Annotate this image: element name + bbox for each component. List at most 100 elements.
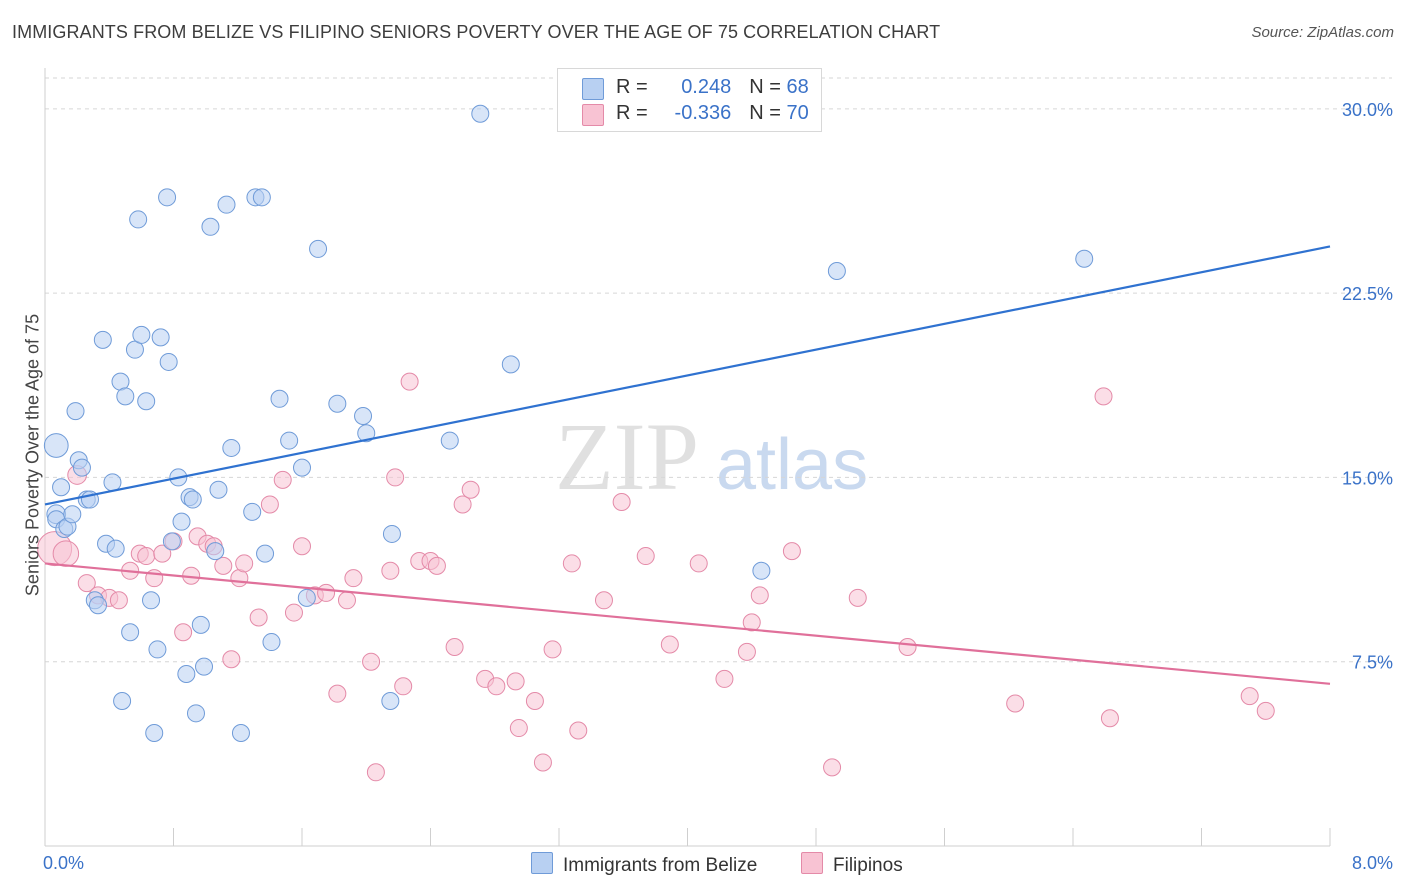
belize-point	[293, 458, 311, 477]
filipino-n-value: 70	[786, 102, 809, 124]
belize-point	[159, 352, 178, 371]
filipino-point	[381, 561, 400, 580]
belize-point	[270, 389, 289, 408]
trend-lines	[44, 245, 1331, 685]
filipino-point	[525, 692, 544, 711]
belize-point	[162, 532, 181, 551]
belize-point	[177, 665, 196, 683]
filipino-point	[715, 669, 734, 688]
y-tick-label: 22.5%	[1342, 284, 1393, 304]
filipino-point	[214, 556, 233, 575]
belize-point	[222, 438, 241, 457]
belize-r-label: R =	[616, 76, 654, 98]
filipino-point	[660, 635, 679, 654]
belize-point	[129, 210, 148, 229]
filipino-point	[453, 495, 472, 514]
belize-point	[471, 104, 490, 123]
belize-point	[1075, 249, 1094, 268]
belize-r-value: 0.248	[681, 76, 732, 98]
filipino-swatch	[582, 104, 604, 126]
y-axis-label: Seniors Poverty Over the Age of 75	[22, 313, 43, 597]
filipino-point	[337, 591, 356, 610]
filipino-point	[328, 684, 347, 703]
filipino-point	[742, 613, 761, 632]
filipino-point	[222, 650, 241, 669]
belize-point	[43, 433, 69, 458]
tick-labels: 7.5% 15.0% 22.5% 30.0% 0.0% 8.0%	[43, 100, 1393, 873]
belize-point	[132, 325, 151, 344]
belize-point	[106, 539, 125, 558]
belize-point	[252, 188, 271, 207]
belize-point	[151, 328, 170, 347]
belize-point	[103, 473, 122, 492]
bottom-filipino-label: Filipinos	[833, 855, 903, 876]
y-tick-label: 7.5%	[1352, 653, 1393, 673]
belize-point	[142, 591, 161, 610]
belize-point	[72, 458, 91, 477]
belize-point	[89, 596, 108, 615]
belize-n-value: 68	[786, 76, 809, 98]
filipino-point	[77, 574, 96, 593]
belize-point	[158, 188, 177, 207]
filipino-point	[52, 540, 80, 567]
source-label: Source: ZipAtlas.com	[1251, 24, 1394, 41]
filipino-point	[461, 480, 480, 499]
bottom-belize-label: Immigrants from Belize	[563, 855, 758, 876]
x-tick-label: 8.0%	[1352, 853, 1393, 873]
belize-point	[206, 542, 225, 561]
belize-point	[148, 640, 167, 659]
filipino-point	[317, 583, 336, 602]
bottom-legend-filipinos: Filipinos	[801, 852, 903, 877]
filipino-point	[848, 588, 867, 607]
filipino-point	[1006, 694, 1025, 713]
belize-point	[201, 217, 220, 236]
filipino-point	[153, 544, 172, 563]
filipino-r-value: -0.336	[674, 102, 732, 124]
belize-point	[121, 623, 140, 642]
belize-point	[440, 431, 459, 450]
filipino-point	[569, 721, 588, 740]
belize-point	[191, 615, 210, 634]
filipino-point	[506, 672, 525, 691]
filipino-point	[284, 603, 303, 622]
filipino-point	[1240, 687, 1259, 706]
filipino-point	[612, 493, 631, 511]
belize-point	[280, 431, 299, 450]
chart-title: IMMIGRANTS FROM BELIZE VS FILIPINO SENIO…	[12, 22, 941, 42]
belize-trend-line	[44, 245, 1331, 506]
filipino-point	[445, 637, 464, 656]
belize-point	[243, 502, 262, 521]
filipino-point	[533, 753, 552, 772]
x-tick-label: 0.0%	[43, 853, 84, 873]
belize-point	[501, 355, 520, 374]
belize-point	[309, 239, 328, 258]
filipino-point	[137, 547, 156, 566]
watermark: ZIP atlas	[555, 403, 868, 510]
filipino-point	[174, 623, 193, 642]
belize-point	[145, 723, 164, 742]
belize-point	[183, 490, 202, 509]
belize-point	[354, 407, 373, 425]
axes	[44, 68, 1331, 847]
belize-n-label: N =	[749, 76, 787, 98]
belize-point	[382, 524, 401, 543]
filipino-point	[109, 591, 128, 610]
belize-point	[381, 692, 400, 711]
filipino-point	[1100, 709, 1119, 728]
filipino-point	[509, 719, 528, 738]
filipino-point	[737, 642, 756, 661]
filipino-point	[562, 554, 581, 573]
belize-point	[186, 704, 205, 723]
filipino-point	[823, 758, 842, 777]
filipino-point	[366, 763, 385, 782]
belize-point	[209, 480, 228, 499]
filipino-point	[260, 495, 279, 514]
filipino-point	[293, 537, 311, 556]
belize-point	[262, 633, 281, 652]
filipino-point	[487, 677, 506, 696]
filipino-point	[1256, 701, 1275, 720]
belize-point	[137, 392, 156, 411]
belize-point	[195, 657, 214, 676]
y-tick-label: 30.0%	[1342, 100, 1393, 120]
